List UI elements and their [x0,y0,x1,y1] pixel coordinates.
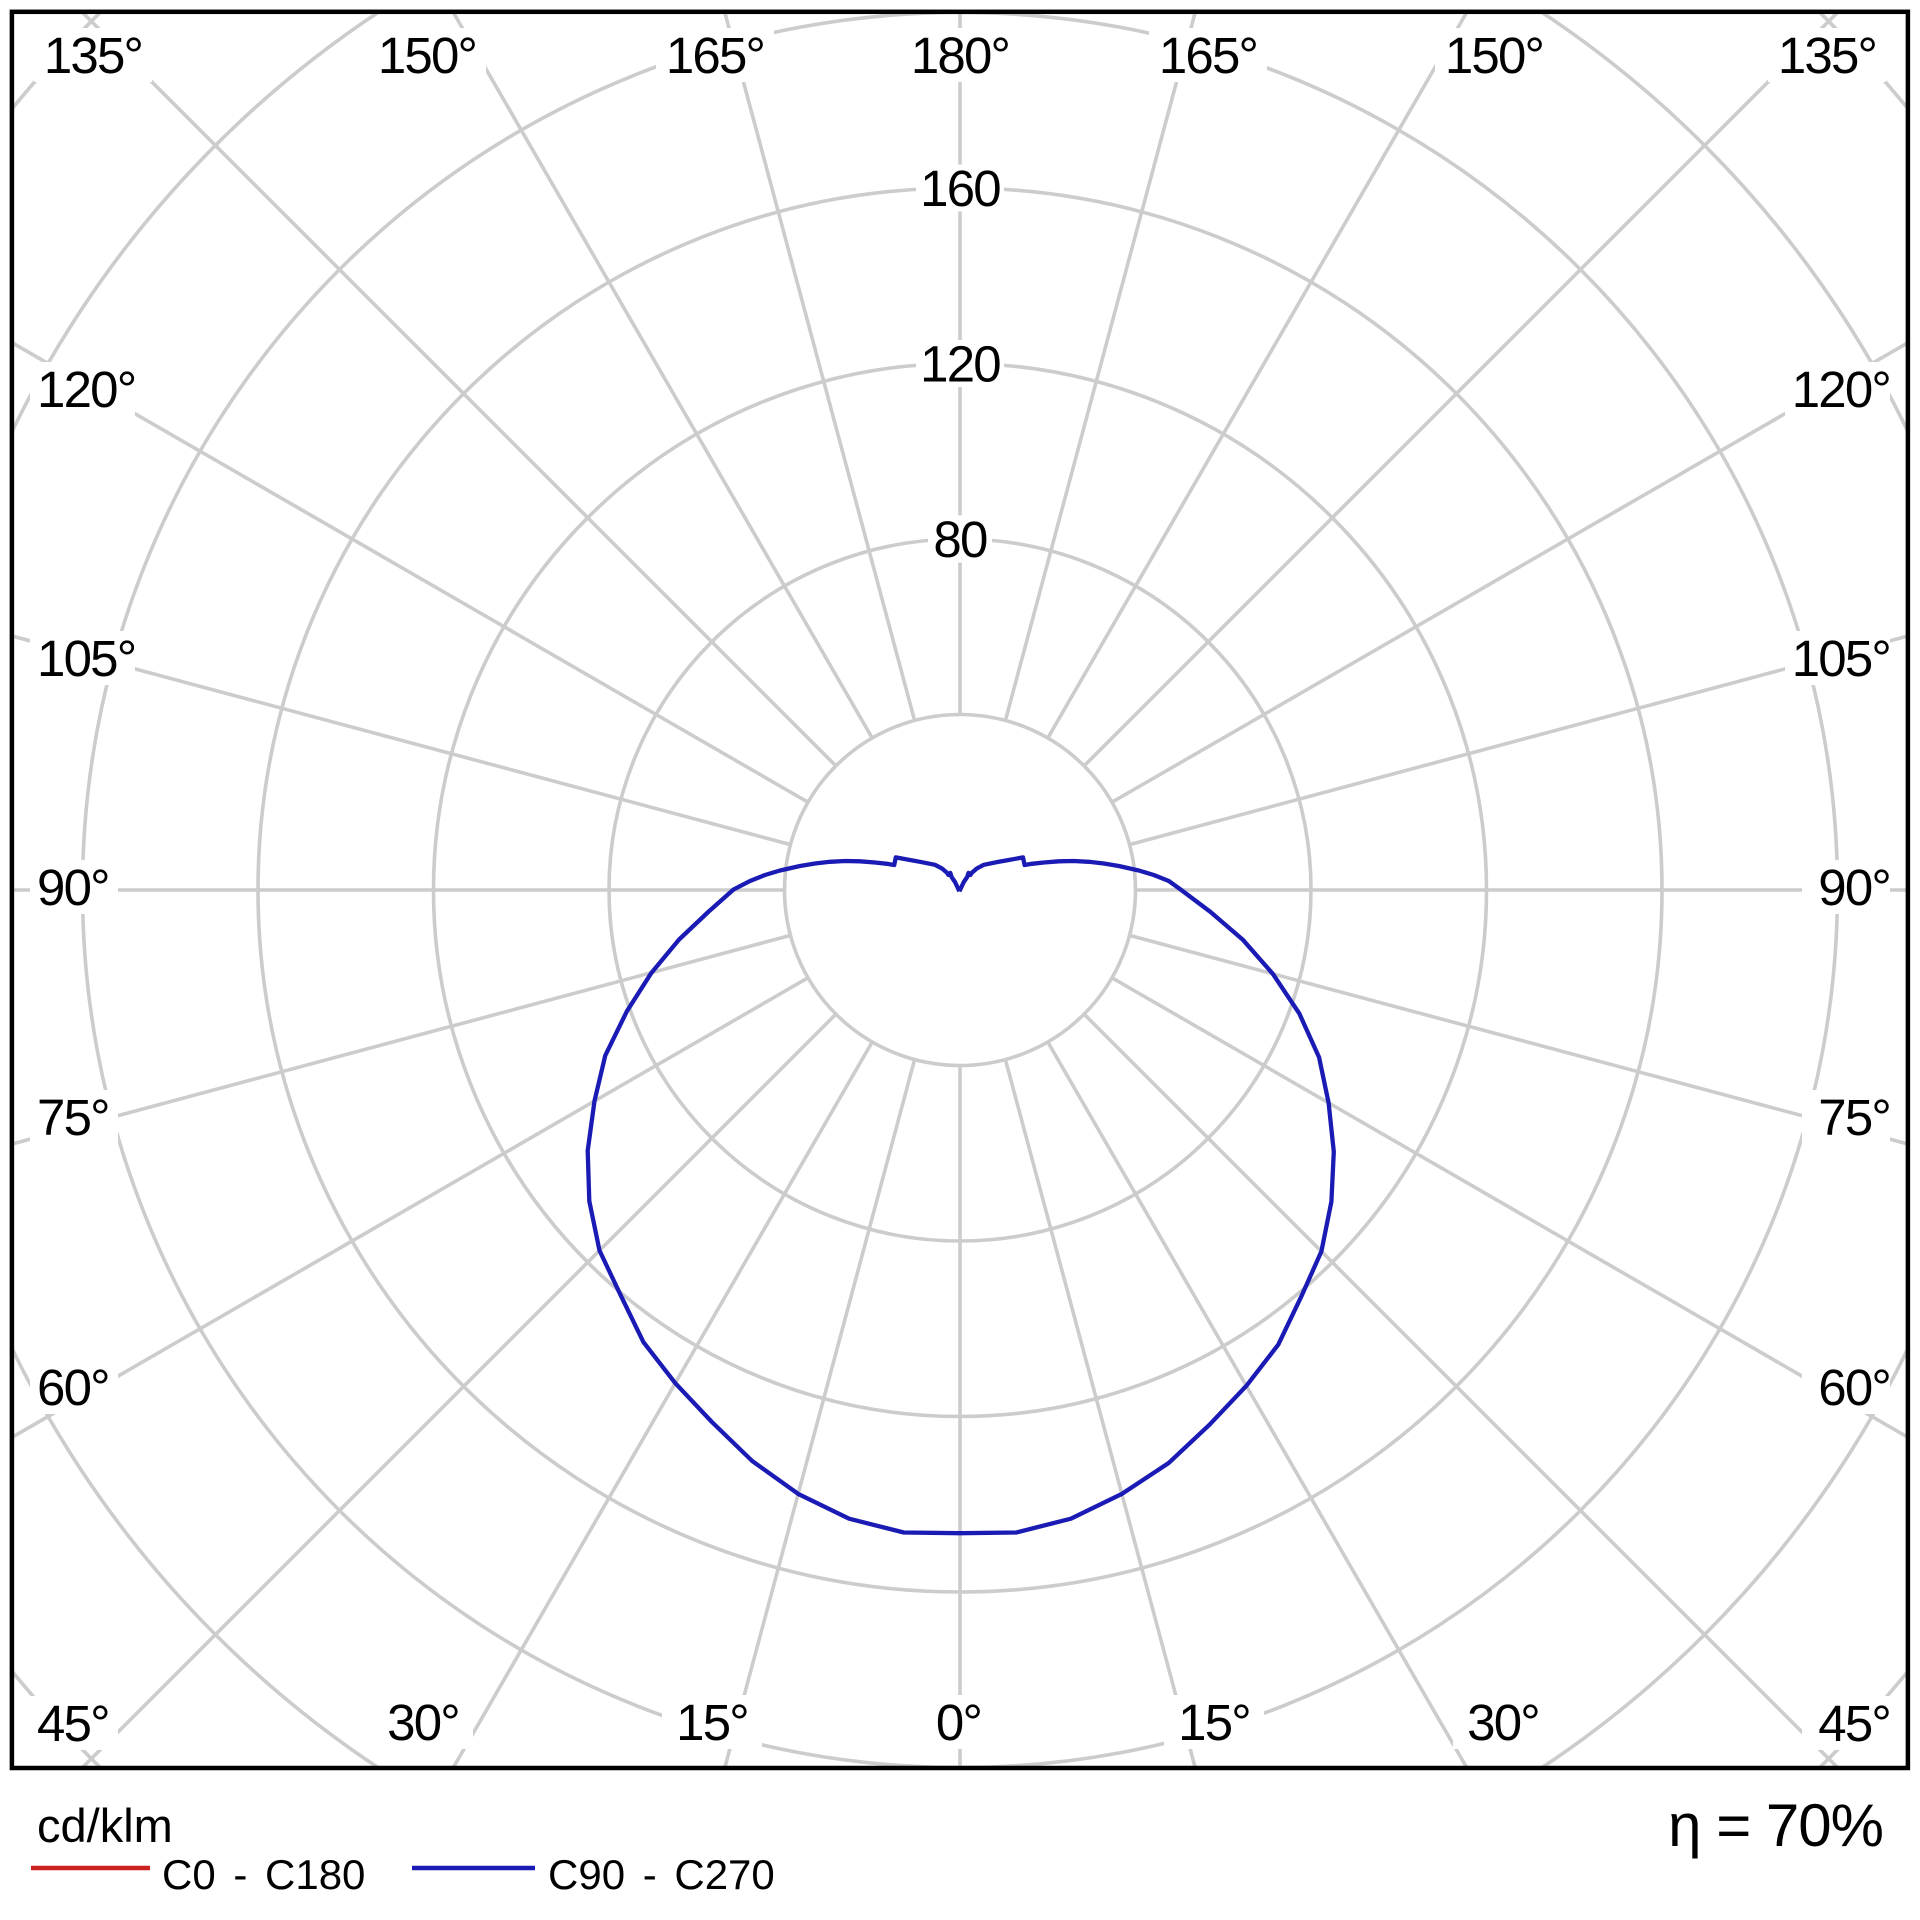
svg-text:135°: 135° [1778,27,1876,84]
svg-text:120°: 120° [37,361,135,418]
svg-text:15°: 15° [676,1694,748,1751]
svg-text:120: 120 [920,336,1000,393]
svg-text:120°: 120° [1792,361,1890,418]
svg-text:60°: 60° [1818,1359,1890,1416]
svg-text:45°: 45° [37,1695,109,1752]
svg-text:150°: 150° [378,27,476,84]
svg-text:30°: 30° [387,1694,459,1751]
svg-text:90°: 90° [37,859,109,916]
svg-text:η = 70%: η = 70% [1668,1792,1883,1859]
svg-text:C0 - C180: C0 - C180 [162,1851,365,1898]
svg-text:90°: 90° [1818,859,1890,916]
svg-text:0°: 0° [936,1694,981,1751]
svg-text:C90 - C270: C90 - C270 [548,1851,775,1898]
svg-text:75°: 75° [1818,1089,1890,1146]
svg-text:75°: 75° [37,1089,109,1146]
svg-text:135°: 135° [44,27,142,84]
svg-text:165°: 165° [1159,27,1257,84]
svg-text:180°: 180° [911,27,1009,84]
svg-text:cd/klm: cd/klm [37,1799,173,1852]
svg-text:160: 160 [920,160,1000,217]
svg-text:60°: 60° [37,1359,109,1416]
svg-text:165°: 165° [666,27,764,84]
svg-text:150°: 150° [1445,27,1543,84]
svg-text:80: 80 [933,511,987,568]
svg-text:45°: 45° [1818,1695,1890,1752]
svg-text:105°: 105° [1792,630,1890,687]
svg-text:105°: 105° [37,630,135,687]
svg-text:30°: 30° [1467,1694,1539,1751]
svg-text:15°: 15° [1178,1694,1250,1751]
